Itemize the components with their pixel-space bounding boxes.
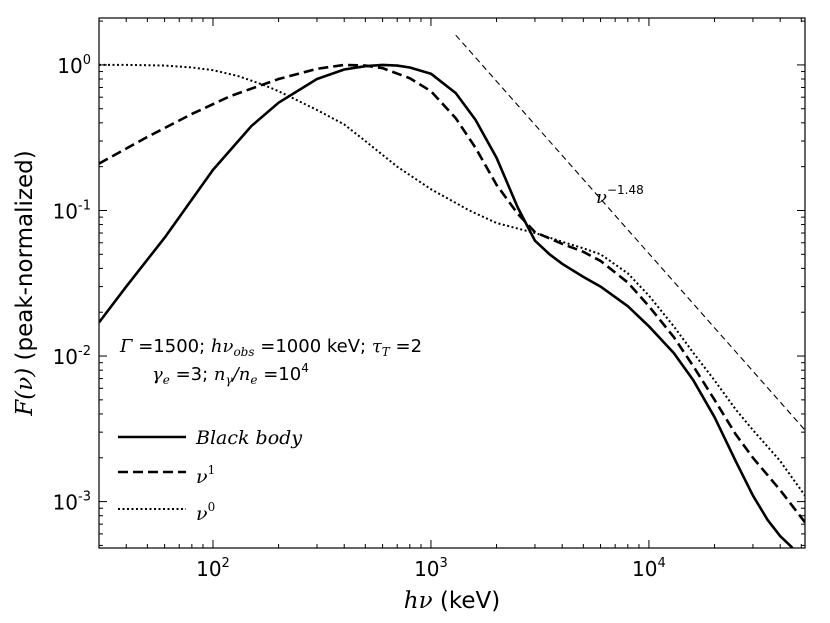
axis-ticks: 102 103 104 100 10-1 10-2 10-3 (53, 18, 805, 581)
plot-curves (99, 34, 805, 548)
legend-label-nu0: ν0 (196, 500, 215, 525)
x-axis-label: hν (keV) (404, 588, 500, 614)
y-tick-label: 10-1 (53, 198, 91, 223)
x-tick-label: 102 (196, 556, 230, 581)
params-annotation-line1: Γ =1500; hνobs =1000 keV; τT =2 (119, 336, 422, 359)
y-tick-label: 10-3 (53, 490, 91, 515)
series-line-nu1 (99, 63, 805, 524)
legend-label-black-body: Black body (195, 427, 302, 449)
legend-label-nu1: ν1 (196, 463, 215, 488)
y-axis-label-main: F(ν) (12, 368, 38, 417)
x-tick-label: 104 (632, 556, 666, 581)
y-tick-label: 100 (57, 53, 91, 78)
y-axis-label: F(ν) (peak-normalized) (12, 150, 38, 416)
x-axis-label-unit: (keV) (433, 588, 501, 614)
y-tick-label: 10-2 (53, 344, 91, 369)
x-tick-label: 103 (414, 556, 448, 581)
params-annotation-line2: γe =3; nγ/ne =104 (152, 361, 309, 387)
x-axis-label-main: hν (404, 588, 433, 614)
powerlaw-guide-line (455, 34, 805, 431)
powerlaw-label: ν−1.48 (596, 183, 644, 208)
plot-frame (98, 17, 806, 549)
y-axis-label-unit: (peak-normalized) (12, 150, 38, 368)
series-line-black-body (99, 63, 794, 548)
legend: Black body ν1 ν0 (118, 427, 302, 525)
